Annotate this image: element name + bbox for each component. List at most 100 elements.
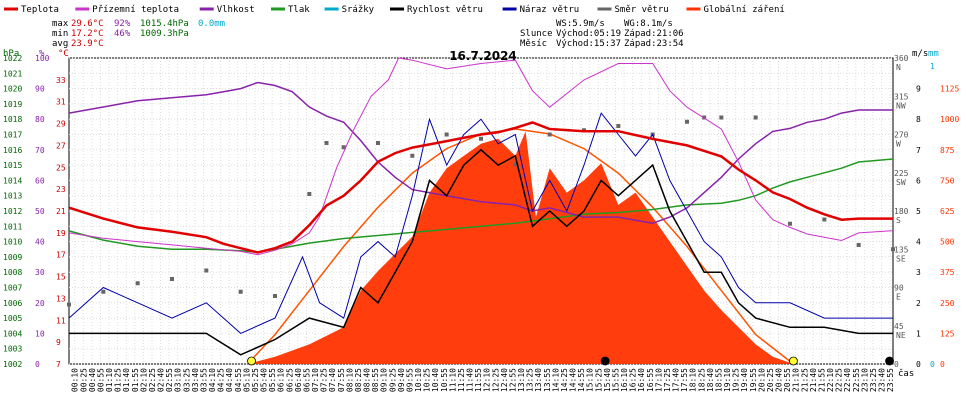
ms-tick-label: 3 xyxy=(916,268,921,277)
x-tick-label: 05:55 xyxy=(268,368,277,392)
legend-label: Směr větru xyxy=(615,5,669,15)
legend-label: Teplota xyxy=(21,5,59,15)
x-tick-label: 08:10 xyxy=(345,368,354,392)
x-tick-label: 13:10 xyxy=(517,368,526,392)
stats-rain: 0.0mm xyxy=(198,19,225,29)
wind-direction-dot xyxy=(547,132,552,137)
dir-tick-compass: E xyxy=(896,293,901,302)
wind-direction-dot xyxy=(273,294,277,298)
x-tick-label: 03:40 xyxy=(191,368,200,392)
wind-direction-dot xyxy=(324,141,329,145)
pct-tick-label: 50 xyxy=(35,207,45,216)
moon-label: Měsíc xyxy=(520,39,547,49)
dir-tick-value: 225 xyxy=(894,169,909,178)
sunrise-marker xyxy=(247,356,256,366)
x-axis-label: čas xyxy=(898,368,914,379)
x-tick-label: 00:40 xyxy=(88,368,97,392)
hpa-tick-label: 1015 xyxy=(3,161,22,170)
x-tick-label: 18:55 xyxy=(714,368,723,392)
stats-label: max xyxy=(52,19,69,29)
pct-tick-label: 90 xyxy=(35,85,45,94)
x-tick-label: 21:10 xyxy=(792,368,801,392)
x-tick-label: 06:40 xyxy=(294,368,303,392)
temp-tick-label: 27 xyxy=(56,141,66,150)
x-tick-label: 19:40 xyxy=(740,368,749,392)
x-tick-label: 16:25 xyxy=(629,368,638,392)
stats-temp: 23.9°C xyxy=(71,39,104,49)
pct-tick-label: 80 xyxy=(35,115,45,124)
x-tick-label: 16:40 xyxy=(637,368,646,392)
x-tick-label: 22:25 xyxy=(835,368,844,392)
x-tick-label: 02:25 xyxy=(148,368,157,392)
dir-tick-value: 135 xyxy=(894,245,909,254)
hpa-tick-label: 1008 xyxy=(3,268,22,277)
stats-pressure: 1015.4hPa xyxy=(140,19,189,29)
hpa-tick-label: 1007 xyxy=(3,284,22,293)
wind-direction-dot xyxy=(513,162,518,167)
x-tick-label: 15:40 xyxy=(603,368,612,392)
x-tick-label: 14:25 xyxy=(560,368,569,392)
x-tick-label: 23:40 xyxy=(878,368,887,392)
x-tick-label: 03:10 xyxy=(174,368,183,392)
stats-humidity: 46% xyxy=(114,29,131,39)
x-tick-label: 12:25 xyxy=(491,368,500,392)
x-tick-label: 02:40 xyxy=(157,368,166,392)
x-tick-label: 06:10 xyxy=(277,368,286,392)
x-tick-label: 00:10 xyxy=(71,368,80,392)
sunset-marker xyxy=(789,356,798,366)
x-tick-label: 00:55 xyxy=(96,368,105,392)
x-tick-label: 16:10 xyxy=(620,368,629,392)
temp-axis-label: °C xyxy=(58,49,69,59)
wind-gust-info: WG:8.1m/s xyxy=(624,19,673,29)
x-tick-label: 20:40 xyxy=(775,368,784,392)
x-tick-label: 20:55 xyxy=(783,368,792,392)
x-tick-label: 14:10 xyxy=(551,368,560,392)
temp-tick-label: 9 xyxy=(56,338,61,347)
x-tick-label: 12:40 xyxy=(500,368,509,392)
x-tick-label: 01:55 xyxy=(131,368,140,392)
x-tick-label: 06:55 xyxy=(302,368,311,392)
x-tick-label: 22:40 xyxy=(843,368,852,392)
x-tick-label: 12:10 xyxy=(483,368,492,392)
x-tick-label: 17:40 xyxy=(672,368,681,392)
x-tick-label: 14:55 xyxy=(577,368,586,392)
dir-tick-value: 0 xyxy=(894,360,899,369)
wm2-tick-label: 375 xyxy=(940,268,955,277)
dir-tick-value: 180 xyxy=(894,207,909,216)
x-tick-label: 10:40 xyxy=(431,368,440,392)
hpa-tick-label: 1018 xyxy=(3,115,22,124)
x-tick-label: 01:40 xyxy=(122,368,131,392)
x-tick-label: 07:25 xyxy=(320,368,329,392)
sun-label: Slunce xyxy=(520,29,553,39)
x-tick-label: 18:10 xyxy=(689,368,698,392)
wm2-tick-label: 625 xyxy=(940,207,955,216)
x-tick-label: 06:25 xyxy=(285,368,294,392)
wind-direction-dot xyxy=(170,277,174,281)
pct-tick-label: 10 xyxy=(35,329,45,338)
hpa-tick-label: 1012 xyxy=(3,207,22,216)
legend-label: Rychlost větru xyxy=(407,5,483,15)
x-tick-label: 01:10 xyxy=(105,368,114,392)
x-tick-label: 09:10 xyxy=(380,368,389,392)
x-tick-label: 02:10 xyxy=(139,368,148,392)
mm-tick-label: 0 xyxy=(930,360,935,369)
hpa-axis-label: hPa xyxy=(3,49,19,59)
ground-temperature-line xyxy=(68,57,894,256)
mm-tick-label: 1 xyxy=(930,62,935,71)
x-tick-label: 19:55 xyxy=(749,368,758,392)
x-tick-label: 19:10 xyxy=(723,368,732,392)
dir-tick-value: 45 xyxy=(894,322,904,331)
legend-label: Tlak xyxy=(288,5,310,15)
stats-label: min xyxy=(52,29,68,39)
pct-tick-label: 0 xyxy=(35,360,40,369)
ms-tick-label: 7 xyxy=(916,146,921,155)
stats-pressure: 1009.3hPa xyxy=(140,29,189,39)
x-tick-label: 11:40 xyxy=(466,368,475,392)
x-tick-label: 13:55 xyxy=(543,368,552,392)
wind-direction-dot xyxy=(135,281,140,286)
stats-label: avg xyxy=(52,39,68,49)
hpa-tick-label: 1005 xyxy=(3,314,22,323)
ms-tick-label: 1 xyxy=(916,329,921,338)
temp-tick-label: 29 xyxy=(56,120,66,129)
